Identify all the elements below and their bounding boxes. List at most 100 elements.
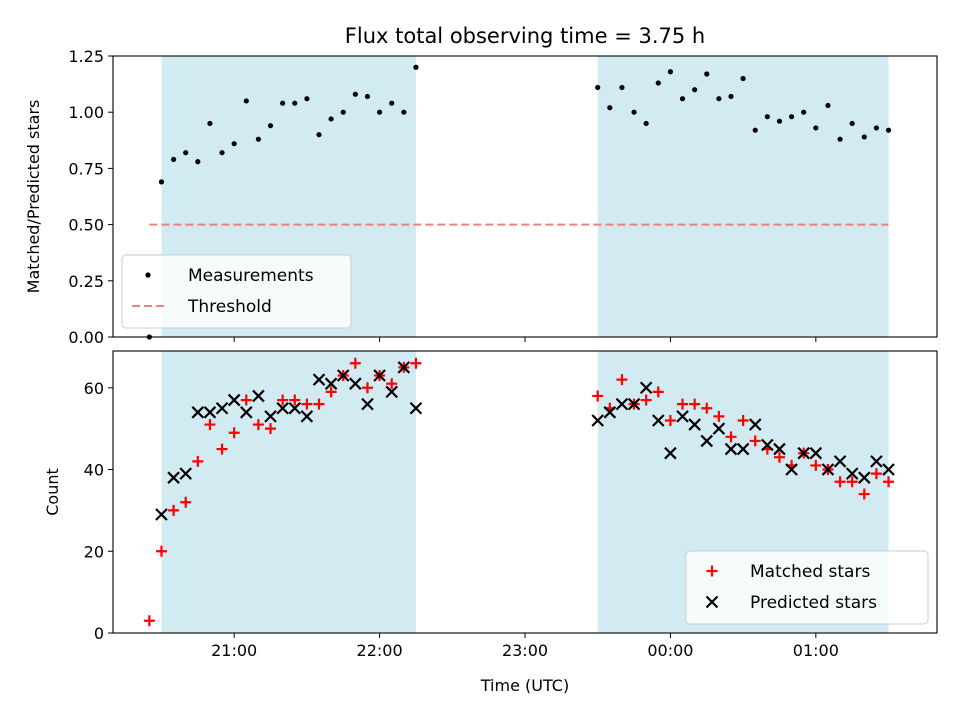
- data-point: [195, 159, 201, 165]
- data-point: [639, 381, 653, 395]
- data-point: [376, 109, 383, 115]
- data-point: [676, 410, 689, 423]
- data-point: [312, 373, 326, 386]
- data-point: [761, 438, 774, 452]
- data-point: [679, 96, 686, 102]
- data-point: [740, 75, 746, 82]
- data-point: [655, 80, 661, 86]
- data-point: [385, 385, 398, 399]
- data-point: [591, 414, 604, 427]
- data-point: [349, 357, 361, 369]
- data-point: [180, 496, 192, 508]
- data-point: [688, 418, 701, 431]
- data-point: [292, 100, 298, 106]
- data-point: [324, 377, 338, 390]
- legend-label: Predicted stars: [750, 593, 877, 613]
- data-point: [749, 435, 761, 447]
- data-point: [215, 401, 229, 415]
- data-point: [607, 105, 613, 111]
- data-point: [592, 390, 604, 402]
- data-point: [748, 418, 762, 431]
- legend-swatch: [706, 565, 718, 577]
- data-point: [858, 471, 871, 484]
- data-point: [713, 410, 725, 422]
- data-point: [725, 431, 737, 443]
- legend-swatch: [145, 272, 151, 278]
- data-point: [204, 419, 216, 431]
- data-point: [340, 109, 346, 115]
- data-point: [764, 114, 770, 120]
- data-point: [619, 84, 625, 91]
- legend-box: [121, 254, 352, 329]
- data-point: [397, 361, 411, 374]
- data-point: [773, 451, 785, 463]
- data-point: [361, 382, 373, 394]
- data-point: [788, 114, 795, 120]
- data-point: [737, 414, 749, 426]
- data-point: [316, 132, 322, 138]
- y-tick-label: 0.25: [68, 272, 104, 291]
- data-point: [240, 406, 253, 419]
- data-point: [191, 406, 205, 419]
- data-point: [643, 120, 649, 127]
- data-point: [882, 463, 895, 476]
- data-point: [858, 488, 870, 500]
- data-point: [845, 467, 859, 480]
- data-point: [704, 71, 710, 77]
- data-point: [834, 476, 846, 488]
- data-point: [264, 410, 277, 423]
- data-point: [349, 377, 362, 390]
- data-point: [289, 394, 301, 406]
- legend-box: [685, 550, 929, 625]
- data-point: [873, 125, 880, 131]
- data-point: [664, 414, 676, 426]
- y-tick-label: 60: [84, 379, 104, 398]
- y-tick-label: 0.00: [68, 328, 104, 347]
- data-point: [240, 394, 252, 406]
- data-point: [652, 386, 664, 398]
- data-point: [219, 150, 225, 156]
- data-point: [277, 394, 289, 406]
- data-point: [595, 84, 601, 91]
- data-point: [692, 87, 698, 93]
- data-point: [228, 427, 240, 439]
- data-point: [825, 102, 831, 109]
- data-point: [301, 398, 313, 410]
- data-point: [861, 134, 867, 140]
- data-point: [837, 136, 843, 142]
- data-point: [304, 96, 310, 102]
- data-point: [776, 118, 783, 124]
- data-point: [409, 401, 423, 415]
- data-point: [821, 463, 835, 476]
- data-point: [870, 455, 883, 468]
- legend-swatch: [705, 595, 719, 609]
- x-tick-label: 00:00: [647, 641, 693, 660]
- data-point: [143, 615, 155, 627]
- data-point: [640, 394, 652, 406]
- data-point: [203, 406, 217, 419]
- data-point: [389, 100, 395, 106]
- data-point: [700, 434, 714, 448]
- legend: Measurements Threshold: [121, 254, 352, 329]
- y-tick-label: 1.00: [68, 103, 104, 122]
- data-point: [328, 116, 334, 122]
- data-point: [664, 446, 677, 460]
- data-point: [627, 397, 641, 411]
- data-point: [216, 443, 228, 455]
- data-point: [252, 419, 264, 431]
- y-tick-label: 0.50: [68, 216, 104, 235]
- data-point: [231, 141, 237, 147]
- top-panel: 0.00 0.25 0.50 0.75 1.00 1.25 Matched/Predicte…: [24, 47, 938, 347]
- data-point: [870, 468, 882, 480]
- data-point: [168, 504, 180, 516]
- data-point: [728, 93, 734, 100]
- data-point: [300, 410, 314, 423]
- data-point: [716, 96, 722, 102]
- data-point: [752, 127, 758, 133]
- data-point: [801, 109, 807, 115]
- data-point: [810, 459, 822, 471]
- data-point: [364, 93, 371, 100]
- data-point: [276, 401, 289, 415]
- data-point: [701, 402, 713, 414]
- x-tick-label: 21:00: [211, 641, 257, 660]
